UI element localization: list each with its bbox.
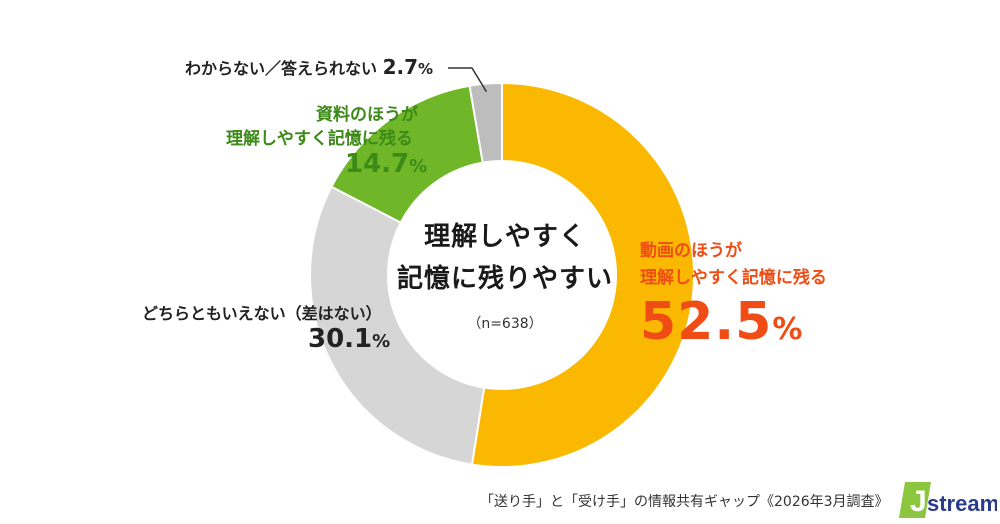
slice-value-neutral-unit: % (372, 331, 391, 352)
slice-value-video: 52.5% (640, 292, 802, 352)
slice-label-video-line-2: 理解しやすく記憶に残る (640, 268, 827, 288)
slice-value-document-number: 14.7 (345, 149, 410, 179)
sample-size-label: （n=638） (467, 316, 543, 332)
slice-value-unknown-unit: % (418, 60, 434, 78)
logo-accent-shape (899, 482, 931, 518)
slice-value-video-number: 52.5 (640, 292, 773, 352)
slice-value-unknown-number: 2.7 (382, 55, 419, 79)
slice-label-unknown-text: わからない／答えられない (185, 59, 378, 78)
slice-value-document-unit: % (409, 156, 428, 177)
jstream-logo: J stream (899, 482, 997, 518)
slice-label-unknown: わからない／答えられない 2.7% (185, 55, 433, 79)
slice-value-video-unit: % (772, 312, 803, 347)
slice-value-document: 14.7% (345, 149, 427, 179)
logo-text: stream (927, 491, 997, 516)
slice-value-neutral-number: 30.1 (308, 324, 373, 354)
slice-label-neutral: どちらともいえない（差はない） (142, 304, 382, 323)
slice-label-video-line-1: 動画のほうが (640, 241, 742, 261)
slice-unknown (468, 81, 503, 164)
slice-label-document-line-2: 理解しやすく記憶に残る (226, 129, 413, 149)
leader-line-unknown (448, 67, 488, 93)
center-title-line-2: 記憶に残りやすい (396, 264, 613, 294)
center-title-line-1: 理解しやすく (424, 222, 586, 252)
slice-neutral (309, 185, 486, 466)
slice-value-neutral: 30.1% (308, 324, 390, 354)
slice-label-document-line-1: 資料のほうが (316, 105, 418, 125)
logo-initial: J (910, 485, 927, 518)
slice-video (470, 81, 695, 468)
footer-caption: 「送り手」と「受け手」の情報共有ギャップ《2026年3月調査》 (480, 494, 889, 510)
